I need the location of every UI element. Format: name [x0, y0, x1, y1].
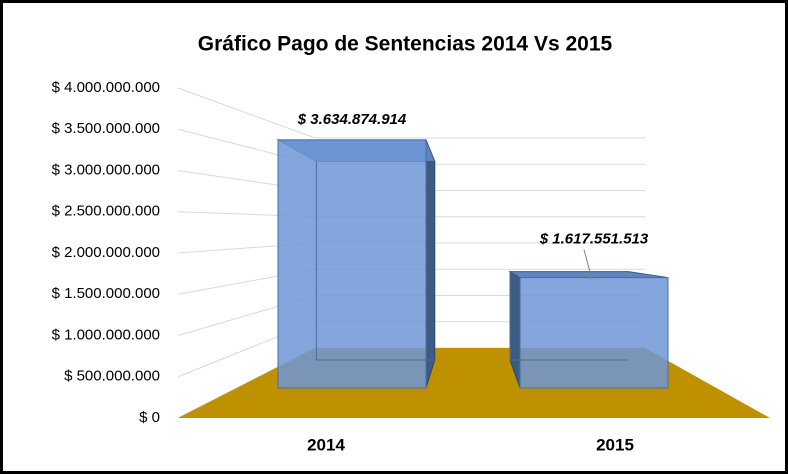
- y-tick-label: $ 3.000.000.000: [52, 161, 160, 178]
- bar-front: [277, 139, 427, 389]
- x-tick-label: 2014: [307, 435, 345, 454]
- chart-title: Gráfico Pago de Sentencias 2014 Vs 2015: [198, 33, 613, 56]
- y-tick-label: $ 2.500.000.000: [52, 203, 160, 220]
- plot: $ 3.634.874.914 $ 1.617.551.513: [276, 111, 669, 389]
- bar-back-edge: [315, 161, 435, 361]
- y-tick-label: $ 3.500.000.000: [52, 120, 160, 137]
- y-tick-label: $ 4.000.000.000: [52, 79, 160, 96]
- bar-side: [425, 139, 436, 389]
- grid-line: [177, 87, 645, 139]
- grid: $ 0 $ 500.000.000 $ 1.000.000.000 $ 1.500.0…: [52, 79, 645, 426]
- y-tick-label: $ 1.500.000.000: [52, 285, 160, 302]
- x-tick-label: 2015: [596, 435, 634, 454]
- data-label: $ 1.617.551.513: [539, 231, 649, 248]
- y-tick-label: $ 0: [139, 409, 160, 426]
- bar: [276, 139, 436, 389]
- bar: [508, 270, 669, 389]
- data-label: $ 3.634.874.914: [297, 111, 407, 128]
- leader-line: [583, 249, 593, 280]
- bar-back-edge: [509, 271, 629, 361]
- y-tick-label: $ 500.000.000: [64, 368, 160, 385]
- y-tick-label: $ 2.000.000.000: [52, 244, 160, 261]
- bar-front: [519, 277, 669, 389]
- y-tick-label: $ 1.000.000.000: [52, 326, 160, 343]
